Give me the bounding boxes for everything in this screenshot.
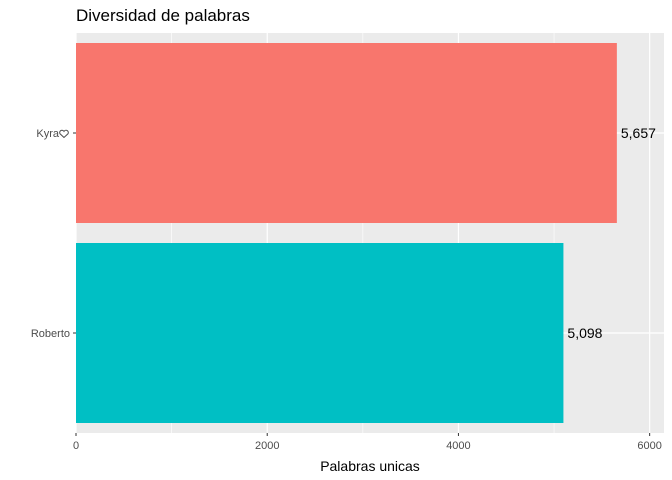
x-axis-ticks: 0 2000 4000 6000 xyxy=(73,433,662,452)
x-tick-label: 6000 xyxy=(637,440,661,452)
x-axis-title: Palabras unicas xyxy=(320,458,420,474)
data-labels: 5,657 5,098 xyxy=(567,125,656,341)
data-label-kyra: 5,657 xyxy=(621,125,656,141)
y-axis-ticks: Kyra Roberto xyxy=(31,128,76,340)
y-tick-label-kyra: Kyra xyxy=(36,128,60,140)
y-tick-label-roberto: Roberto xyxy=(31,328,70,340)
bar-roberto xyxy=(76,243,564,423)
chart-title: Diversidad de palabras xyxy=(76,6,250,25)
x-tick-label: 4000 xyxy=(446,440,470,452)
bar-kyra xyxy=(76,43,617,223)
data-label-roberto: 5,098 xyxy=(567,325,602,341)
x-tick-label: 0 xyxy=(73,440,79,452)
heart-icon xyxy=(59,129,69,139)
x-tick-label: 2000 xyxy=(255,440,279,452)
bars xyxy=(76,43,617,423)
